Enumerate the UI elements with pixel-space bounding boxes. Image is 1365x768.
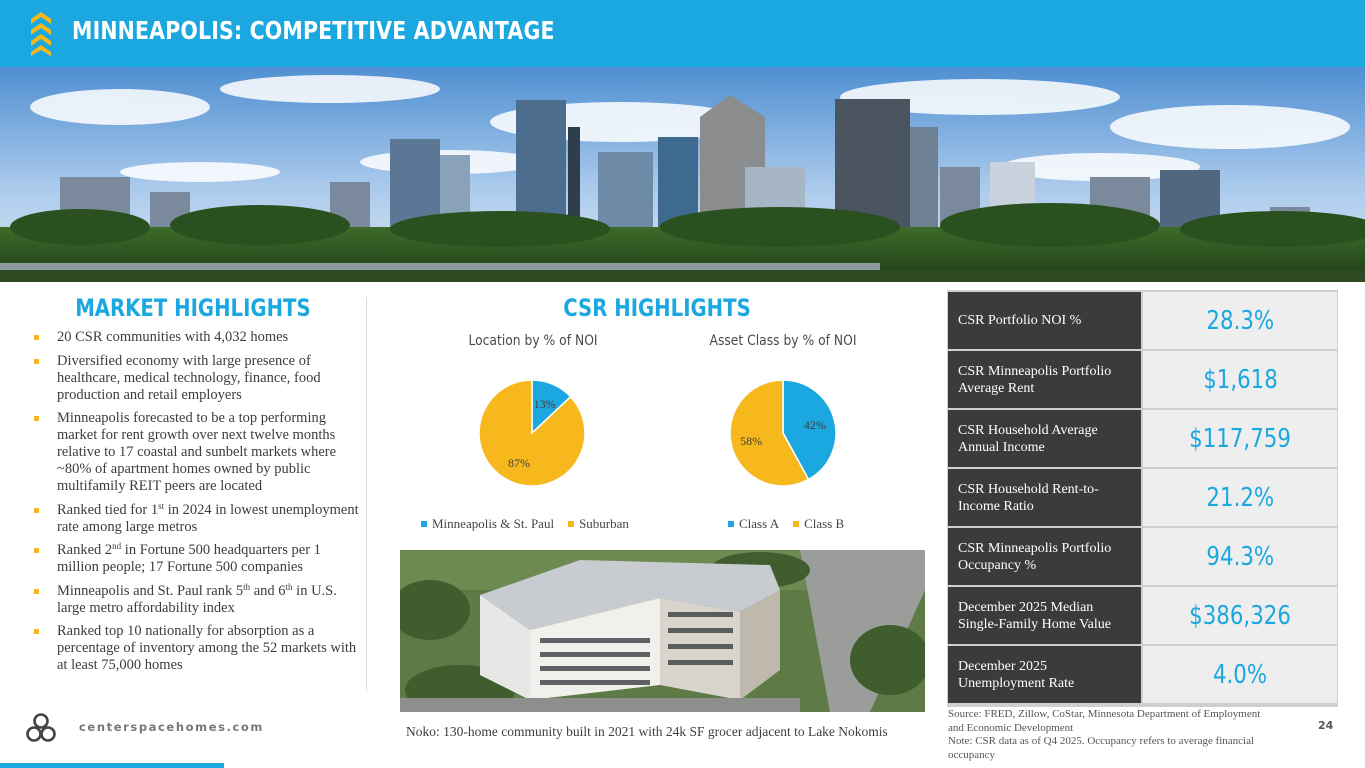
market-bullet: Ranked top 10 nationally for absorption … bbox=[34, 623, 364, 674]
stat-label: December 2025 Unemployment Rate bbox=[948, 646, 1141, 704]
pie-slice-class-b bbox=[729, 379, 810, 487]
photo-caption: Noko: 130-home community built in 2021 w… bbox=[406, 724, 888, 739]
stat-value: $386,326 bbox=[1143, 587, 1337, 645]
pie-data-label: 58% bbox=[740, 434, 762, 448]
asset-class-chart-title: Asset Class by % of NOI bbox=[709, 333, 857, 349]
skyline-photo bbox=[0, 67, 1365, 282]
stats-table: CSR Portfolio NOI % 28.3% CSR Minneapoli… bbox=[947, 290, 1338, 707]
stat-label: CSR Household Rent-to-Income Ratio bbox=[948, 469, 1141, 527]
stat-label: December 2025 Median Single-Family Home … bbox=[948, 587, 1141, 645]
stat-row: CSR Minneapolis Portfolio Occupancy % 94… bbox=[948, 528, 1337, 586]
legend-item: Class A bbox=[728, 516, 779, 532]
page-title: MINNEAPOLIS: COMPETITIVE ADVANTAGE bbox=[72, 16, 555, 45]
stat-value: $1,618 bbox=[1143, 351, 1337, 409]
legend-item: Minneapolis & St. Paul bbox=[421, 516, 554, 532]
stat-row: December 2025 Unemployment Rate 4.0% bbox=[948, 646, 1337, 704]
header-bar: MINNEAPOLIS: COMPETITIVE ADVANTAGE bbox=[0, 0, 1365, 67]
legend-item: Suburban bbox=[568, 516, 629, 532]
location-chart-legend: Minneapolis & St. Paul Suburban bbox=[421, 516, 629, 532]
note-line: Note: CSR data as of Q4 2025. Occupancy … bbox=[948, 735, 1255, 761]
source-note: Source: FRED, Zillow, CoStar, Minnesota … bbox=[948, 708, 1278, 762]
stat-row: CSR Household Average Annual Income $117… bbox=[948, 410, 1337, 468]
market-highlights-list: 20 CSR communities with 4,032 homes Dive… bbox=[34, 329, 364, 681]
market-bullet: Minneapolis forecasted to be a top perfo… bbox=[34, 410, 364, 495]
pie-slice-class-a bbox=[782, 379, 837, 481]
website-link[interactable]: centerspacehomes.com bbox=[79, 720, 265, 734]
centerspace-logo-icon bbox=[26, 713, 56, 742]
chevron-logo-icon bbox=[31, 12, 51, 56]
footer-accent-bar bbox=[0, 763, 224, 768]
stat-value: $117,759 bbox=[1143, 410, 1337, 468]
stat-row: December 2025 Median Single-Family Home … bbox=[948, 587, 1337, 645]
stat-row: CSR Household Rent-to-Income Ratio 21.2% bbox=[948, 469, 1337, 527]
location-chart-title: Location by % of NOI bbox=[468, 333, 598, 349]
stat-row: CSR Minneapolis Portfolio Average Rent $… bbox=[948, 351, 1337, 409]
source-line: Source: FRED, Zillow, CoStar, Minnesota … bbox=[948, 708, 1261, 734]
legend-swatch bbox=[793, 521, 800, 527]
legend-swatch bbox=[728, 521, 734, 527]
page-number: 24 bbox=[1318, 719, 1334, 732]
asset-class-chart-legend: Class A Class B bbox=[728, 516, 844, 532]
market-bullet: 20 CSR communities with 4,032 homes bbox=[34, 329, 364, 346]
asset-class-pie-chart: 42% 58% bbox=[729, 379, 837, 487]
stat-row: CSR Portfolio NOI % 28.3% bbox=[948, 292, 1337, 350]
pie-slice-suburban bbox=[478, 379, 586, 487]
pie-data-label: 42% bbox=[804, 418, 826, 432]
legend-swatch bbox=[421, 521, 427, 527]
stat-label: CSR Portfolio NOI % bbox=[948, 292, 1141, 350]
pie-data-label: 87% bbox=[508, 456, 530, 470]
stat-value: 21.2% bbox=[1143, 469, 1337, 527]
market-bullet: Ranked tied for 1st in 2024 in lowest un… bbox=[34, 501, 364, 536]
noko-building-photo bbox=[400, 550, 925, 712]
stat-label: CSR Household Average Annual Income bbox=[948, 410, 1141, 468]
section-divider bbox=[366, 297, 367, 691]
stat-label: CSR Minneapolis Portfolio Average Rent bbox=[948, 351, 1141, 409]
pie-data-label: 13% bbox=[534, 397, 556, 411]
stat-value: 4.0% bbox=[1143, 646, 1337, 704]
market-highlights-title: MARKET HIGHLIGHTS bbox=[75, 294, 311, 322]
location-pie-chart: 13% 87% bbox=[478, 379, 586, 487]
legend-swatch bbox=[568, 521, 575, 527]
csr-highlights-title: CSR HIGHLIGHTS bbox=[563, 294, 751, 322]
stat-label: CSR Minneapolis Portfolio Occupancy % bbox=[948, 528, 1141, 586]
market-bullet: Minneapolis and St. Paul rank 5th and 6t… bbox=[34, 582, 364, 617]
market-bullet: Diversified economy with large presence … bbox=[34, 353, 364, 404]
legend-item: Class B bbox=[793, 516, 844, 532]
stat-value: 28.3% bbox=[1143, 292, 1337, 350]
market-bullet: Ranked 2nd in Fortune 500 headquarters p… bbox=[34, 542, 364, 576]
stat-value: 94.3% bbox=[1143, 528, 1337, 586]
